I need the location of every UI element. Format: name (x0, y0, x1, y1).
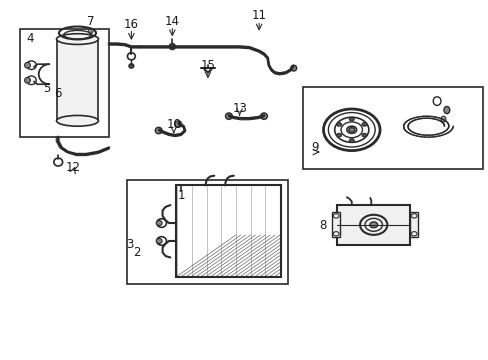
Ellipse shape (156, 238, 162, 243)
Text: 2: 2 (133, 246, 141, 259)
Text: 12: 12 (65, 161, 80, 174)
Ellipse shape (348, 128, 354, 132)
Ellipse shape (348, 139, 353, 142)
Bar (409, 212, 417, 237)
Ellipse shape (361, 134, 366, 137)
Text: 13: 13 (232, 102, 246, 115)
Bar (176, 185, 281, 277)
Bar (127, 180, 288, 284)
Text: 4: 4 (26, 32, 34, 45)
Bar (336, 205, 409, 244)
Ellipse shape (361, 123, 366, 126)
Text: 15: 15 (200, 59, 215, 72)
Text: 9: 9 (311, 141, 318, 154)
Ellipse shape (290, 65, 296, 71)
Ellipse shape (156, 221, 162, 226)
Ellipse shape (57, 34, 98, 44)
Bar (57, 40, 98, 121)
Ellipse shape (57, 116, 98, 126)
Text: 6: 6 (54, 87, 61, 100)
Ellipse shape (129, 64, 134, 68)
Ellipse shape (174, 121, 181, 127)
Text: 7: 7 (87, 15, 95, 28)
Text: 5: 5 (43, 82, 51, 95)
Ellipse shape (225, 113, 232, 120)
Text: 16: 16 (123, 18, 139, 31)
Ellipse shape (369, 222, 377, 228)
Text: 3: 3 (126, 238, 133, 251)
Ellipse shape (336, 123, 341, 126)
Bar (20, 29, 109, 137)
Ellipse shape (443, 107, 449, 114)
Text: 8: 8 (318, 219, 325, 233)
Ellipse shape (348, 117, 353, 121)
Ellipse shape (24, 77, 30, 83)
Ellipse shape (169, 44, 175, 49)
Text: 1: 1 (177, 189, 184, 202)
Bar (303, 87, 483, 169)
Text: 11: 11 (251, 9, 266, 22)
Ellipse shape (155, 127, 162, 134)
Ellipse shape (24, 62, 30, 68)
Ellipse shape (440, 116, 445, 122)
Text: 14: 14 (164, 15, 180, 28)
Text: 10: 10 (166, 118, 181, 131)
Bar (331, 212, 339, 237)
Ellipse shape (336, 134, 341, 137)
Ellipse shape (260, 113, 267, 120)
